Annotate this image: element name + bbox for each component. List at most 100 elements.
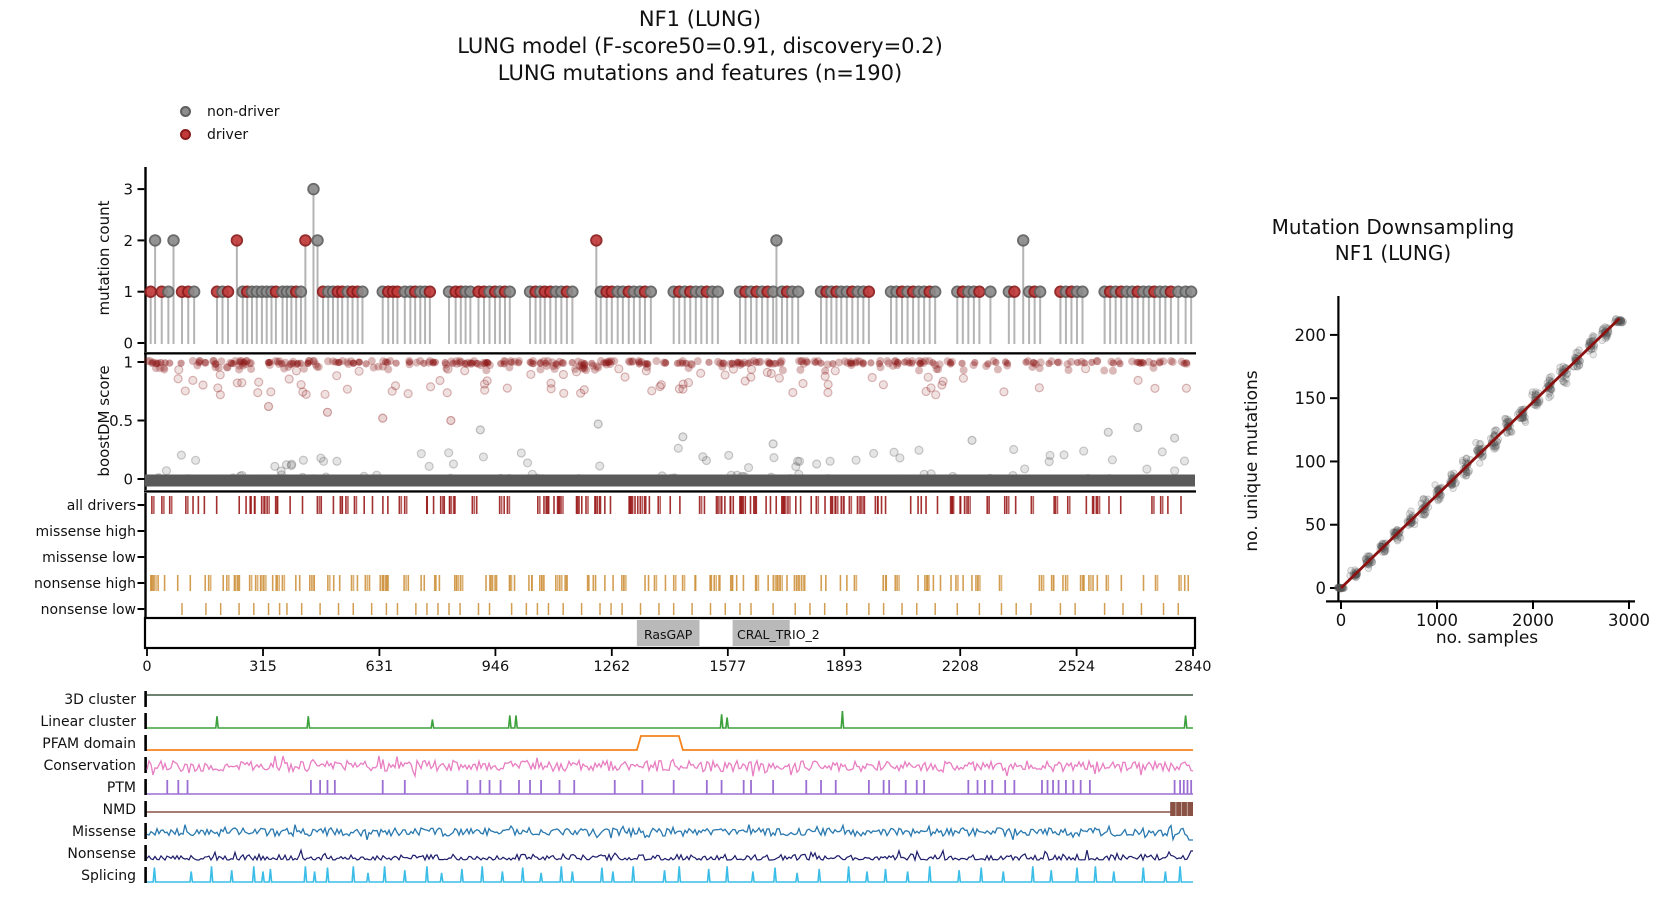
axis-text: 3000 [1608, 611, 1650, 630]
downsampling-title: Mutation Downsampling NF1 (LUNG) [1272, 214, 1515, 266]
driver-mutation-dot [144, 285, 157, 298]
axis-text: 150 [1295, 389, 1327, 408]
mutation-legend: non-driver driver [180, 100, 280, 146]
boostdm-ylabel: boostDM score [95, 365, 113, 477]
feature-track-label: Conservation [43, 758, 136, 774]
driver-mutation-dot [230, 234, 244, 247]
nondriver-mutation-dot [711, 285, 725, 298]
figure-title-line3: LUNG mutations and features (n=190) [497, 61, 903, 85]
domain-label-rasgap: RasGAP [644, 627, 693, 642]
axis-text: 631 [366, 659, 394, 675]
nondriver-mutation-dot [503, 285, 516, 298]
axis-text: 1577 [709, 659, 746, 675]
axis-text: 2000 [1512, 611, 1554, 630]
axis-text: 0 [1336, 611, 1347, 630]
legend-item-label: driver [207, 126, 249, 143]
protein-x-axis: 0 315 631 946 1262 1577 1893 2208 2524 2840 [142, 648, 1211, 675]
driver-mutation-dot [590, 234, 603, 247]
axis-text: 1 [123, 283, 133, 301]
axis-text: 946 [482, 659, 510, 675]
rug-row-label: nonsense low [41, 602, 136, 618]
nondriver-mutation-dot [1076, 285, 1089, 298]
axis-text: 0 [142, 659, 151, 675]
driver-mutation-dot [221, 285, 235, 298]
protein-domain-bar: RasGAP CRAL_TRIO_2 [143, 616, 1197, 650]
feature-track-label: Missense [72, 824, 136, 840]
rug-row-label: missense high [36, 524, 136, 540]
legend-item-driver: driver [180, 123, 280, 146]
feature-track-label: PFAM domain [42, 736, 136, 752]
panel-frames [144, 167, 1196, 620]
nondriver-mutation-dot [162, 285, 175, 298]
nondriver-mutation-dot [294, 285, 308, 298]
downsampling-trend-line [1340, 317, 1621, 590]
nondriver-mutation-dot [307, 182, 320, 196]
axis-text: 0 [123, 335, 133, 353]
driver-dot-icon [180, 129, 191, 140]
rug-row-label: missense low [42, 550, 136, 566]
feature-track-label: Linear cluster [40, 714, 136, 730]
downsampling-title-line2: NF1 (LUNG) [1334, 241, 1452, 265]
nondriver-mutation-dot [311, 234, 324, 247]
figure-title-line2: LUNG model (F-score50=0.91, discovery=0.… [457, 34, 943, 58]
nondriver-mutation-dot [356, 285, 369, 298]
rug-row-label: nonsense high [34, 576, 136, 592]
axis-text: 3 [123, 181, 133, 199]
feature-track-label: Splicing [81, 868, 136, 884]
nondriver-mutation-dot [167, 234, 180, 247]
axis-text: 50 [1305, 516, 1326, 535]
nondriver-mutation-dot [770, 234, 783, 247]
nondriver-mutation-dot [791, 285, 805, 298]
axis-text: 1000 [1416, 611, 1458, 630]
nondriver-mutation-dot [984, 285, 997, 298]
axis-text: 2 [123, 232, 133, 250]
axis-text: 0 [1316, 579, 1327, 598]
axis-text: 0 [123, 471, 133, 489]
nondriver-mutation-dot [566, 285, 579, 298]
legend-item-label: non-driver [207, 103, 280, 120]
axis-text: 2208 [942, 659, 979, 675]
boostdm-axis: 10.50 [109, 354, 145, 489]
needle-plot-axis: 0 1 2 3 [123, 181, 145, 353]
axis-text: 2524 [1058, 659, 1095, 675]
rug-row-label: all drivers [67, 498, 136, 514]
downsampling-xlabel: no. samples [1435, 628, 1539, 648]
figure-title: NF1 (LUNG) LUNG model (F-score50=0.91, d… [170, 6, 1230, 87]
boostdm-scatter [143, 357, 1195, 487]
driver-mutation-dot [1008, 285, 1021, 298]
driver-mutation-dot [299, 234, 312, 247]
axis-text: 1262 [593, 659, 630, 675]
mutation-rug-tracks: all drivers missense high missense low nons… [34, 496, 1190, 618]
nondriver-mutation-dot [1017, 234, 1030, 247]
needle-dots [144, 182, 1198, 298]
axis-text: 0.5 [109, 412, 133, 430]
domain-box-RasGAP [636, 620, 700, 646]
domain-label-cral-trio-2: CRAL_TRIO_2 [737, 627, 820, 642]
figure-title-line1: NF1 (LUNG) [638, 7, 762, 31]
axis-text: 1 [123, 354, 133, 372]
feature-tracks: 3D cluster Linear cluster PFAM domain Conse… [40, 691, 1194, 884]
feature-track-label: 3D cluster [64, 692, 136, 708]
domain-box-CRAL_TRIO_2 [732, 620, 790, 646]
feature-track-label: PTM [107, 780, 136, 796]
driver-mutation-dot [423, 285, 437, 298]
feature-track-label: NMD [103, 802, 136, 818]
nondriver-mutation-dot [148, 234, 162, 247]
nondriver-mutation-dot [187, 285, 201, 298]
nondriver-mutation-dot [644, 285, 658, 298]
downsampling-title-line1: Mutation Downsampling [1271, 215, 1515, 239]
feature-track-label: Nonsense [67, 846, 136, 862]
driver-mutation-dot [862, 285, 876, 298]
boostdm-zero-band [145, 474, 1195, 487]
axis-text: 2840 [1175, 659, 1212, 675]
needle-plot-ylabel: mutation count [95, 200, 113, 316]
nondriver-mutation-dot [928, 285, 942, 298]
nondriver-mutation-dot [1184, 285, 1198, 298]
axis-text: 315 [249, 659, 277, 675]
axis-text: 200 [1295, 326, 1327, 345]
axis-text: 100 [1295, 452, 1327, 471]
axis-text: 1893 [826, 659, 863, 675]
